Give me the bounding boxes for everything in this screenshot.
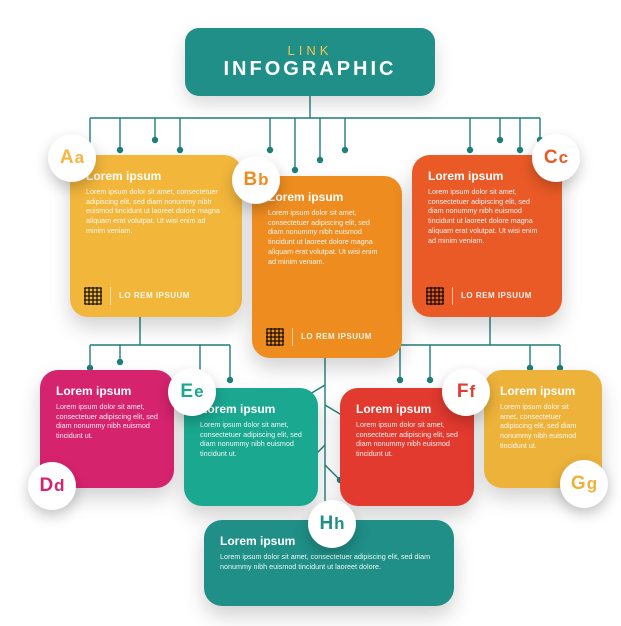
node-body: Lorem ipsum dolor sit amet, consectetuer…: [268, 208, 386, 266]
node-cc: Lorem ipsum Lorem ipsum dolor sit amet, c…: [412, 155, 562, 317]
node-body: Lorem ipsum dolor sit amet, consectetuer…: [356, 420, 458, 459]
badge-ff: Ff: [442, 368, 490, 416]
qr-icon: [426, 287, 444, 305]
header-title-bottom: INFOGRAPHIC: [224, 58, 397, 81]
badge-bb: Bb: [232, 156, 280, 204]
node-body: Lorem ipsum dolor sit amet, consectetuer…: [428, 187, 546, 245]
node-body: Lorem ipsum dolor sit amet, consectetuer…: [200, 420, 302, 459]
node-body: Lorem ipsum dolor sit amet, consectetuer…: [220, 552, 438, 571]
node-title: Lorem ipsum: [356, 402, 458, 416]
node-body: Lorem ipsum dolor sit amet, consectetuer…: [56, 402, 158, 441]
badge-aa: Aa: [48, 134, 96, 182]
footer-logo-text: LO REM IPSUUM: [119, 292, 190, 300]
node-footer: LO REM IPSUUM: [426, 287, 532, 305]
node-body: Lorem ipsum dolor sit amet, consectetuer…: [86, 187, 226, 236]
node-title: Lorem ipsum: [500, 384, 586, 398]
header-title-top: LINK: [288, 43, 333, 58]
qr-icon: [84, 287, 102, 305]
footer-logo-text: LO REM IPSUUM: [461, 292, 532, 300]
header-box: LINK INFOGRAPHIC: [185, 28, 435, 96]
badge-hh: Hh: [308, 500, 356, 548]
node-body: Lorem ipsum dolor sit amet, consectetuer…: [500, 402, 586, 451]
node-title: Lorem ipsum: [86, 169, 226, 183]
node-bb: Lorem ipsum Lorem ipsum dolor sit amet, c…: [252, 176, 402, 358]
infographic-stage: LINK INFOGRAPHIC Lorem ipsum Lorem ipsum …: [0, 0, 621, 626]
node-title: Lorem ipsum: [268, 190, 386, 204]
badge-ee: Ee: [168, 368, 216, 416]
badge-cc: Cc: [532, 134, 580, 182]
badge-dd: Dd: [28, 462, 76, 510]
qr-icon: [266, 328, 284, 346]
footer-logo-text: LO REM IPSUUM: [301, 333, 372, 341]
badge-gg: Gg: [560, 460, 608, 508]
node-title: Lorem ipsum: [428, 169, 546, 183]
node-footer: LO REM IPSUUM: [84, 287, 190, 305]
node-footer: LO REM IPSUUM: [266, 328, 372, 346]
node-title: Lorem ipsum: [200, 402, 302, 416]
node-aa: Lorem ipsum Lorem ipsum dolor sit amet, c…: [70, 155, 242, 317]
node-title: Lorem ipsum: [56, 384, 158, 398]
